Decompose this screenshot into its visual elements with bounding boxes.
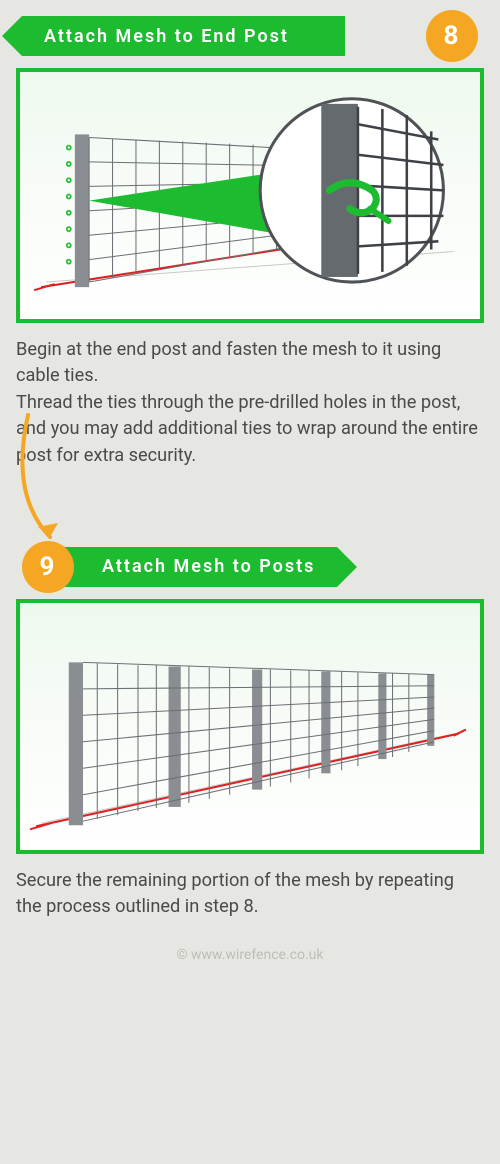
step-8-number: 8 [444, 21, 461, 51]
step-8-ribbon: Attach Mesh to End Post 8 [16, 16, 484, 56]
step-9-ribbon: 9 Attach Mesh to Posts [16, 547, 484, 587]
step-9-number: 9 [40, 552, 57, 582]
step-9-illustration [16, 599, 484, 854]
step-9-title: Attach Mesh to Posts [102, 556, 315, 577]
step-8-title: Attach Mesh to End Post [44, 26, 289, 47]
step-8: Attach Mesh to End Post 8 [16, 16, 484, 469]
step-9: 9 Attach Mesh to Posts [16, 547, 484, 921]
step-8-illustration [16, 68, 484, 323]
step-9-badge: 9 [22, 541, 74, 593]
credit-line: © www.wirefence.co.uk [16, 947, 484, 963]
step-8-description: Begin at the end post and fasten the mes… [16, 337, 484, 469]
step-9-description: Secure the remaining portion of the mesh… [16, 868, 484, 921]
step-8-badge: 8 [426, 10, 478, 62]
